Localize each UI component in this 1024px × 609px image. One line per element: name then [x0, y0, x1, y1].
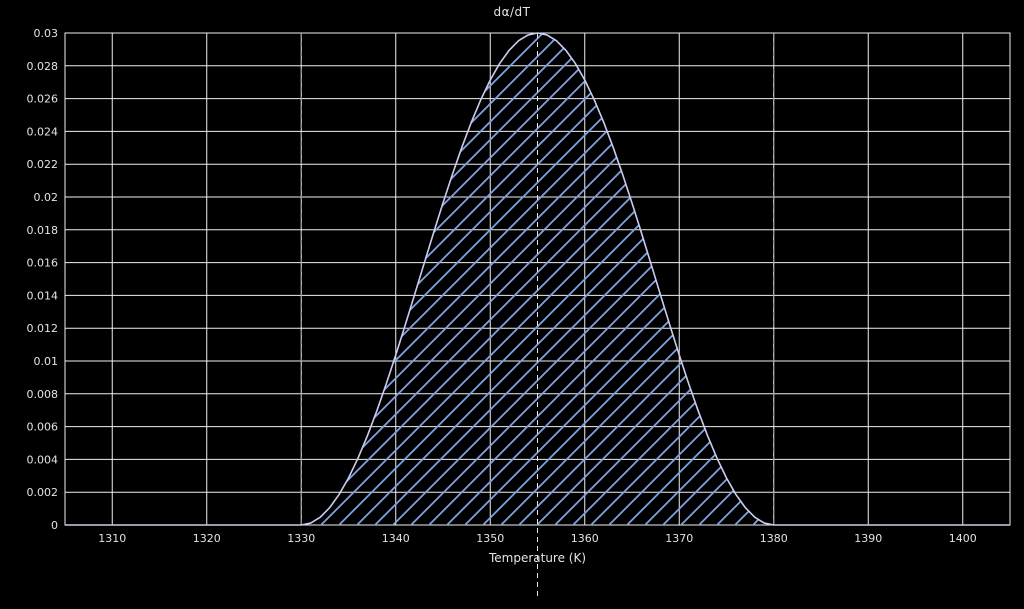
x-tick-label: 1370 — [665, 532, 693, 545]
y-tick-label: 0.016 — [27, 257, 59, 270]
y-tick-label: 0.014 — [27, 289, 59, 302]
y-tick-label: 0.02 — [34, 191, 59, 204]
x-tick-label: 1360 — [571, 532, 599, 545]
x-tick-label: 1320 — [193, 532, 221, 545]
y-tick-label: 0.03 — [34, 27, 59, 40]
y-tick-label: 0.028 — [27, 60, 59, 73]
y-tick-label: 0.004 — [27, 453, 59, 466]
series-curve — [65, 32, 1010, 526]
y-tick-label: 0 — [51, 519, 58, 532]
x-axis-label: Temperature (K) — [488, 551, 587, 565]
x-tick-label: 1310 — [98, 532, 126, 545]
y-tick-label: 0.012 — [27, 322, 59, 335]
y-tick-label: 0.01 — [34, 355, 59, 368]
x-tick-label: 1350 — [476, 532, 504, 545]
y-tick-label: 0.022 — [27, 158, 59, 171]
x-tick-label: 1330 — [287, 532, 315, 545]
y-tick-label: 0.008 — [27, 388, 59, 401]
x-tick-label: 1400 — [949, 532, 977, 545]
x-tick-label: 1340 — [382, 532, 410, 545]
y-tick-label: 0.026 — [27, 93, 59, 106]
x-tick-label: 1390 — [854, 532, 882, 545]
y-tick-label: 0.002 — [27, 486, 59, 499]
y-tick-label: 0.018 — [27, 224, 59, 237]
y-tick-label: 0.006 — [27, 421, 59, 434]
y-tick-label: 0.024 — [27, 125, 59, 138]
x-tick-label: 1380 — [760, 532, 788, 545]
chart-title: dα/dT — [493, 5, 531, 19]
